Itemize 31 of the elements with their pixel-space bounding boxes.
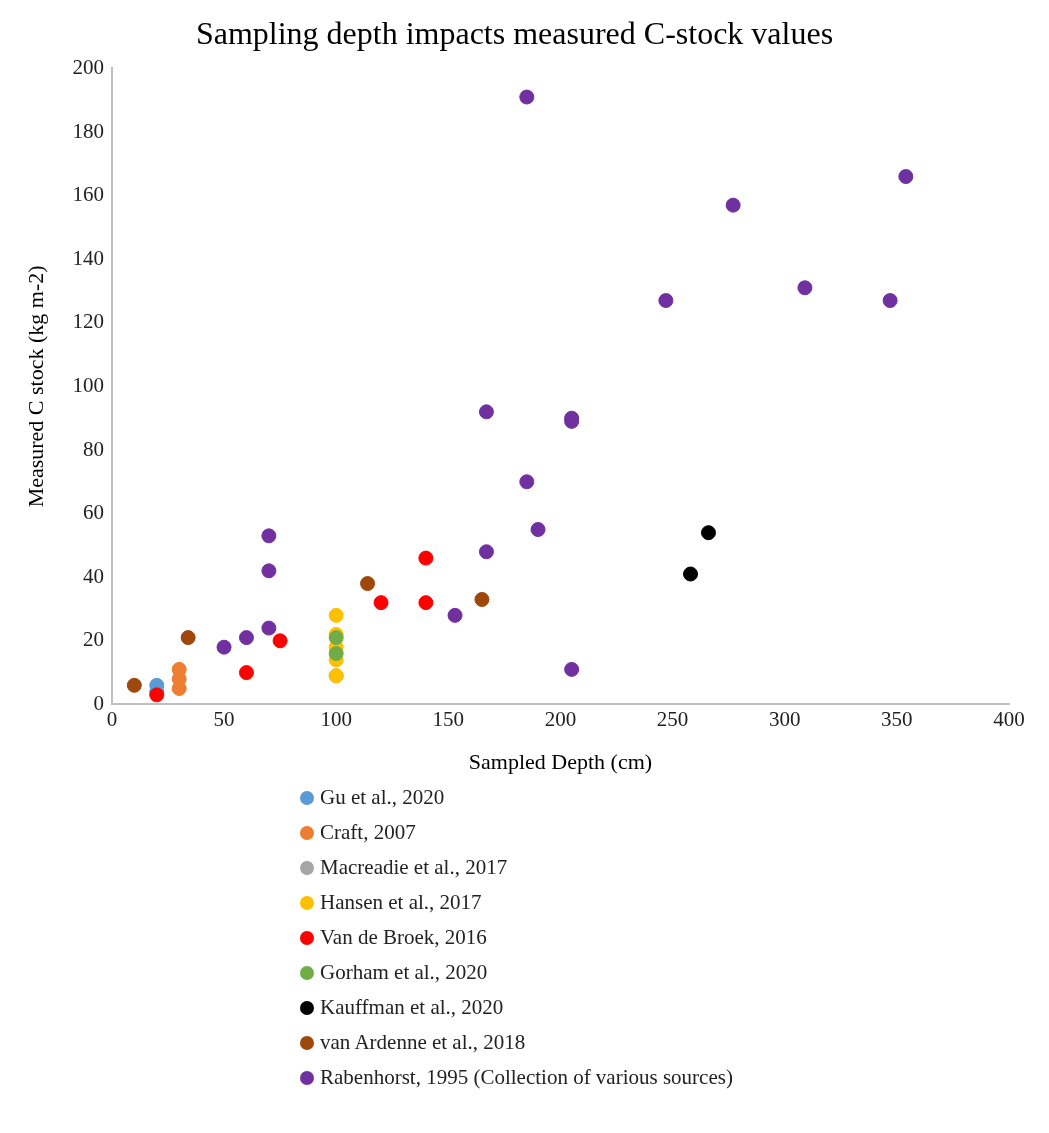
legend-label: Hansen et al., 2017 xyxy=(320,890,482,915)
y-tick-label: 180 xyxy=(72,118,104,143)
legend-label: Gorham et al., 2020 xyxy=(320,960,488,985)
legend-label: Van de Broek, 2016 xyxy=(320,925,487,950)
y-tick-label: 140 xyxy=(72,245,104,270)
x-tick-label: 100 xyxy=(320,706,352,731)
y-tick-label: 0 xyxy=(93,690,104,715)
chart-title: Sampling depth impacts measured C-stock values xyxy=(195,14,834,51)
legend-label: Rabenhorst, 1995 (Collection of various sources) xyxy=(320,1065,733,1090)
x-tick-label: 300 xyxy=(768,706,801,731)
y-tick-label: 40 xyxy=(82,563,104,588)
x-tick-label: 350 xyxy=(881,706,913,731)
x-tick-label: 200 xyxy=(544,706,577,731)
y-tick-label: 120 xyxy=(72,309,104,334)
y-tick-label: 200 xyxy=(72,54,104,79)
y-tick-label: 20 xyxy=(82,627,104,652)
x-tick-label: 250 xyxy=(656,706,689,731)
legend-label: Kauffman et al., 2020 xyxy=(320,995,504,1020)
y-tick-label: 60 xyxy=(82,500,104,525)
y-tick-label: 100 xyxy=(72,372,104,397)
y-tick-label: 80 xyxy=(82,436,104,461)
x-tick-label: 150 xyxy=(432,706,465,731)
y-tick-label: 160 xyxy=(72,182,104,207)
y-axis-title: Measured C stock (kg m-2) xyxy=(22,265,48,508)
legend-label: Craft, 2007 xyxy=(320,820,416,845)
legend-label: van Ardenne et al., 2018 xyxy=(320,1030,526,1055)
legend-label: Macreadie et al., 2017 xyxy=(320,855,508,880)
legend-label: Gu et al., 2020 xyxy=(320,785,445,810)
x-axis-title: Sampled Depth (cm) xyxy=(468,748,653,774)
x-tick-label: 400 xyxy=(993,706,1025,731)
x-tick-label: 50 xyxy=(213,706,235,731)
